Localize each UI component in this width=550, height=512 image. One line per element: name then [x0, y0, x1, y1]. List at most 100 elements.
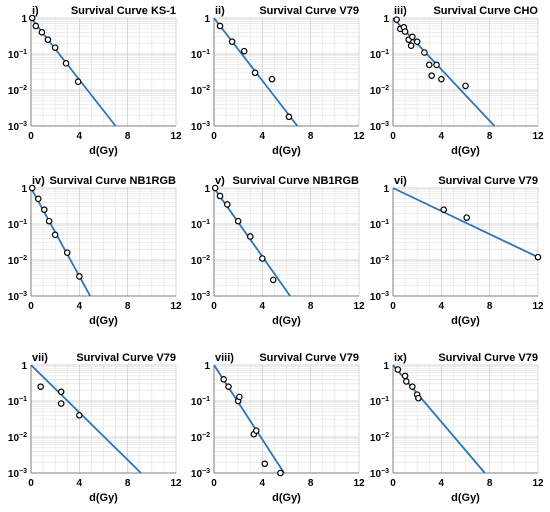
x-tick-label: 8	[487, 301, 493, 312]
data-point	[28, 14, 36, 22]
x-tick-label: 12	[353, 301, 365, 312]
data-point	[234, 217, 242, 225]
x-axis-label: d(Gy)	[451, 492, 480, 504]
chart-panel-7: 0 4 8 12 1 10−1 10−2 10−3 d(Gy) vii) Survival Curv…	[8, 352, 182, 504]
x-tick-label: 4	[77, 131, 83, 142]
x-tick-label: 4	[260, 131, 266, 142]
y-tick-label: 10−3	[8, 121, 27, 133]
y-tick-label: 10−2	[191, 85, 210, 97]
x-tick-label: 8	[125, 301, 131, 312]
panel-label: iv)	[32, 175, 45, 187]
x-tick-label: 4	[77, 301, 83, 312]
data-point	[236, 393, 243, 401]
panel-title: Survival Curve KS-1	[71, 5, 176, 17]
data-point	[28, 184, 36, 192]
data-point	[57, 388, 65, 396]
x-tick-label: 12	[532, 478, 544, 489]
y-tick-label: 10−3	[191, 468, 210, 480]
data-point	[223, 201, 231, 208]
y-tick-label: 10−3	[8, 468, 27, 480]
panel-label: ix)	[394, 352, 407, 364]
x-tick-label: 0	[390, 301, 396, 312]
data-point	[534, 253, 542, 261]
y-tick-label: 10−2	[8, 255, 27, 267]
fit-line	[30, 17, 117, 127]
x-axis-label: d(Gy)	[89, 492, 118, 504]
x-tick-label: 12	[353, 131, 365, 142]
x-axis-label: d(Gy)	[272, 492, 301, 504]
x-axis-label: d(Gy)	[272, 145, 301, 157]
x-tick-label: 8	[125, 478, 131, 489]
fit-line	[392, 187, 539, 258]
x-tick-label: 12	[170, 131, 182, 142]
data-point	[402, 378, 410, 385]
panel-title: Survival Curve V79	[438, 352, 538, 364]
x-tick-label: 8	[125, 131, 131, 142]
x-tick-label: 4	[260, 301, 266, 312]
x-tick-label: 12	[170, 478, 182, 489]
x-tick-label: 0	[211, 478, 217, 489]
y-tick-label: 10−2	[191, 255, 210, 267]
data-point	[216, 192, 224, 200]
y-tick-label: 10−1	[370, 49, 389, 61]
y-tick-label: 1	[204, 361, 210, 372]
y-tick-label: 10−3	[370, 121, 389, 133]
data-point	[76, 412, 83, 419]
fit-line	[213, 364, 285, 474]
data-point	[38, 29, 46, 36]
y-tick-label: 10−2	[8, 432, 27, 444]
x-tick-label: 4	[439, 301, 445, 312]
y-tick-label: 10−2	[191, 432, 210, 444]
chart-panel-6: 0 4 8 12 1 10−1 10−2 10−3 d(Gy) vi) Survival Curve…	[370, 175, 544, 327]
y-tick-label: 1	[21, 14, 27, 25]
x-tick-label: 0	[28, 301, 34, 312]
data-point	[394, 366, 402, 373]
chart-panel-1: 0 4 8 12 1 10−1 10−2 10−3 d(Gy) i) Survival Curve …	[8, 5, 182, 157]
fit-line	[30, 364, 142, 474]
data-point	[251, 69, 259, 77]
data-point	[252, 427, 260, 434]
y-tick-label: 1	[204, 184, 210, 195]
data-point	[62, 60, 70, 67]
data-point	[415, 394, 422, 402]
data-point	[425, 61, 433, 69]
chart-panel-2: 0 4 8 12 1 10−1 10−2 10−3 d(Gy) ii) Survival Curve…	[191, 5, 365, 157]
data-point	[37, 383, 44, 390]
x-tick-label: 12	[353, 478, 365, 489]
panel-label: i)	[32, 5, 39, 17]
data-point	[32, 22, 40, 30]
data-point	[211, 184, 219, 192]
data-point	[63, 249, 71, 256]
data-point	[277, 469, 284, 477]
data-point	[433, 61, 440, 69]
x-tick-label: 12	[532, 131, 544, 142]
x-tick-label: 4	[260, 478, 266, 489]
x-tick-label: 8	[308, 478, 314, 489]
data-point	[401, 28, 409, 35]
data-point	[268, 75, 276, 83]
y-tick-label: 1	[383, 184, 389, 195]
y-tick-label: 10−2	[370, 432, 389, 444]
data-point	[259, 255, 266, 262]
y-tick-label: 10−1	[8, 49, 27, 61]
data-point	[407, 42, 415, 50]
y-tick-label: 10−1	[370, 396, 389, 408]
data-point	[240, 47, 248, 55]
x-tick-label: 0	[390, 478, 396, 489]
fit-line	[30, 187, 91, 297]
y-tick-label: 1	[204, 14, 210, 25]
data-point	[409, 383, 416, 390]
panel-title: Survival Curve V79	[259, 5, 359, 17]
y-tick-label: 10−1	[191, 219, 210, 231]
x-tick-label: 8	[308, 301, 314, 312]
data-point	[285, 113, 293, 121]
chart-panel-5: 0 4 8 12 1 10−1 10−2 10−3 d(Gy) v) Survival Curve …	[191, 175, 365, 327]
panel-title: Survival Curve V79	[259, 352, 359, 364]
y-tick-label: 10−1	[8, 219, 27, 231]
x-axis-label: d(Gy)	[451, 315, 480, 327]
panel-label: iii)	[394, 5, 407, 17]
x-tick-label: 8	[308, 131, 314, 142]
panel-label: viii)	[215, 352, 234, 364]
x-tick-label: 4	[439, 131, 445, 142]
y-tick-label: 1	[383, 361, 389, 372]
